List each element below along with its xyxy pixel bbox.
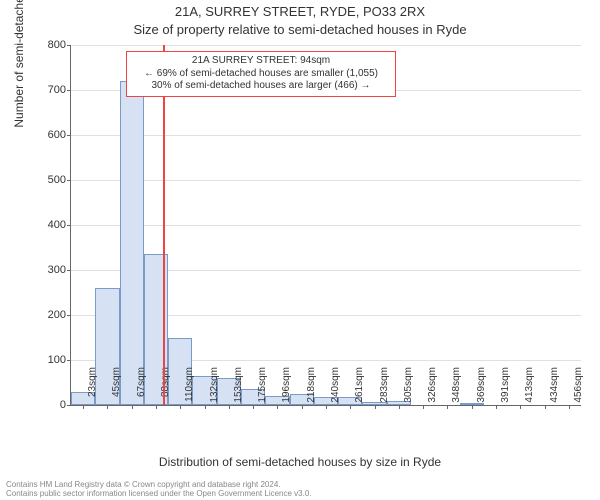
xtick-mark xyxy=(253,405,254,409)
ytick-label: 200 xyxy=(26,309,66,321)
xtick-label: 305sqm xyxy=(403,367,414,409)
xtick-mark xyxy=(447,405,448,409)
xtick-mark xyxy=(496,405,497,409)
annotation-line1: 21A SURREY STREET: 94sqm xyxy=(133,55,389,68)
ytick-mark xyxy=(67,360,71,361)
xtick-label: 369sqm xyxy=(476,367,487,409)
annotation-box: 21A SURREY STREET: 94sqm← 69% of semi-de… xyxy=(126,51,396,97)
ytick-label: 400 xyxy=(26,219,66,231)
xtick-mark xyxy=(132,405,133,409)
gridline-y xyxy=(71,135,581,136)
xtick-mark xyxy=(423,405,424,409)
xtick-mark xyxy=(277,405,278,409)
xtick-label: 434sqm xyxy=(549,367,560,409)
xtick-label: 391sqm xyxy=(500,367,511,409)
xtick-label: 283sqm xyxy=(379,367,390,409)
ytick-mark xyxy=(67,90,71,91)
ytick-mark xyxy=(67,45,71,46)
xtick-label: 23sqm xyxy=(87,367,98,409)
xtick-mark xyxy=(375,405,376,409)
ytick-mark xyxy=(67,315,71,316)
ytick-mark xyxy=(67,405,71,406)
ytick-label: 300 xyxy=(26,264,66,276)
ytick-label: 800 xyxy=(26,39,66,51)
xtick-mark xyxy=(156,405,157,409)
xtick-label: 110sqm xyxy=(184,367,195,409)
gridline-y xyxy=(71,180,581,181)
histogram-bar xyxy=(120,81,144,405)
xtick-mark xyxy=(229,405,230,409)
xtick-mark xyxy=(83,405,84,409)
ytick-mark xyxy=(67,135,71,136)
xtick-mark xyxy=(107,405,108,409)
ytick-mark xyxy=(67,180,71,181)
xtick-label: 261sqm xyxy=(354,367,365,409)
xtick-mark xyxy=(399,405,400,409)
xtick-mark xyxy=(205,405,206,409)
xtick-label: 456sqm xyxy=(573,367,584,409)
xtick-mark xyxy=(545,405,546,409)
xtick-mark xyxy=(302,405,303,409)
xtick-mark xyxy=(520,405,521,409)
plot-area: 23sqm 45sqm 67sqm 88sqm 110sqm 132sqm 153sqm 17… xyxy=(70,45,581,406)
xtick-label: 218sqm xyxy=(306,367,317,409)
xtick-label: 132sqm xyxy=(209,367,220,409)
ytick-mark xyxy=(67,225,71,226)
xtick-label: 88sqm xyxy=(160,367,171,409)
title-line1: 21A, SURREY STREET, RYDE, PO33 2RX xyxy=(0,4,600,19)
footer-line1: Contains HM Land Registry data © Crown c… xyxy=(6,480,312,489)
footer-attribution: Contains HM Land Registry data © Crown c… xyxy=(6,480,312,498)
chart-container: 21A, SURREY STREET, RYDE, PO33 2RX Size … xyxy=(0,0,600,500)
xtick-label: 413sqm xyxy=(524,367,535,409)
title-line2: Size of property relative to semi-detach… xyxy=(0,22,600,37)
xtick-label: 153sqm xyxy=(233,367,244,409)
ytick-label: 0 xyxy=(26,399,66,411)
xtick-mark xyxy=(569,405,570,409)
xtick-mark xyxy=(472,405,473,409)
xtick-label: 326sqm xyxy=(427,367,438,409)
xtick-mark xyxy=(350,405,351,409)
ytick-mark xyxy=(67,270,71,271)
xtick-mark xyxy=(326,405,327,409)
xtick-label: 240sqm xyxy=(330,367,341,409)
ytick-label: 100 xyxy=(26,354,66,366)
ytick-label: 600 xyxy=(26,129,66,141)
footer-line2: Contains public sector information licen… xyxy=(6,489,312,498)
xtick-label: 196sqm xyxy=(281,367,292,409)
ytick-label: 500 xyxy=(26,174,66,186)
annotation-line2: ← 69% of semi-detached houses are smalle… xyxy=(133,68,389,81)
xtick-label: 175sqm xyxy=(257,367,268,409)
gridline-y xyxy=(71,225,581,226)
gridline-y xyxy=(71,45,581,46)
xtick-label: 45sqm xyxy=(111,367,122,409)
annotation-line3: 30% of semi-detached houses are larger (… xyxy=(133,80,389,93)
ytick-label: 700 xyxy=(26,84,66,96)
x-axis-label: Distribution of semi-detached houses by … xyxy=(0,455,600,469)
xtick-label: 348sqm xyxy=(451,367,462,409)
xtick-label: 67sqm xyxy=(136,367,147,409)
xtick-mark xyxy=(180,405,181,409)
reference-line xyxy=(163,45,165,405)
y-axis-label: Number of semi-detached properties xyxy=(12,0,26,128)
